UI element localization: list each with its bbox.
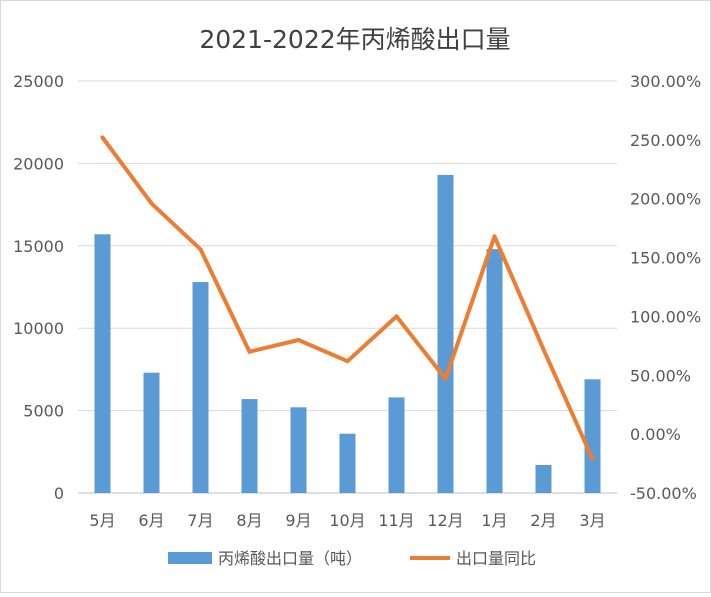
x-tick-label: 6月 [138, 511, 164, 530]
gridlines [78, 80, 617, 494]
x-tick-label: 3月 [579, 511, 605, 530]
bar [388, 397, 405, 493]
right-tick-label: 150.00% [630, 249, 701, 268]
bar [437, 174, 454, 493]
right-tick-label: 50.00% [630, 366, 691, 385]
left-tick-label: 20000 [13, 154, 64, 173]
right-tick-label: 0.00% [630, 425, 681, 444]
bar [241, 399, 258, 493]
line-point [149, 201, 154, 206]
x-tick-label: 12月 [427, 511, 463, 530]
left-tick-label: 5000 [23, 402, 64, 421]
legend-bar-swatch [168, 552, 212, 564]
line-point [492, 234, 497, 239]
x-tick-label: 10月 [329, 511, 365, 530]
line-point [247, 349, 252, 354]
x-tick-label: 2月 [530, 511, 556, 530]
left-tick-label: 10000 [13, 319, 64, 338]
bar [584, 379, 601, 493]
right-tick-label: 200.00% [630, 190, 701, 209]
bar [94, 234, 111, 493]
right-tick-label: 300.00% [630, 72, 701, 91]
line-point [394, 314, 399, 319]
x-tick-label: 5月 [89, 511, 115, 530]
left-axis-ticks: 0 5000 10000 15000 20000 25000 [13, 72, 64, 503]
right-tick-label: 250.00% [630, 131, 701, 150]
legend-line-label: 出口量同比 [456, 549, 536, 568]
chart-title: 2021-2022年丙烯酸出口量 [199, 25, 510, 54]
bar [192, 282, 209, 493]
bar-series [94, 174, 601, 493]
x-tick-label: 9月 [285, 511, 311, 530]
line-point [345, 359, 350, 364]
left-tick-label: 25000 [13, 72, 64, 91]
bar [290, 407, 307, 493]
bar [339, 433, 356, 493]
line-point [198, 247, 203, 252]
x-axis-ticks: 5月 6月 7月 8月 9月 10月 11月 12月 1月 2月 3月 [89, 511, 605, 530]
right-tick-label: 100.00% [630, 307, 701, 326]
x-tick-label: 1月 [481, 511, 507, 530]
bar [535, 464, 552, 493]
line-point [443, 376, 448, 381]
legend: 丙烯酸出口量（吨） 出口量同比 [168, 549, 536, 568]
line-point [541, 347, 546, 352]
x-tick-label: 11月 [378, 511, 414, 530]
left-tick-label: 15000 [13, 237, 64, 256]
bar [486, 249, 503, 493]
bar [143, 372, 160, 493]
legend-bar-label: 丙烯酸出口量（吨） [218, 549, 362, 568]
right-tick-label: -50.00% [630, 484, 697, 503]
line-point [296, 337, 301, 342]
x-tick-label: 8月 [236, 511, 262, 530]
x-tick-label: 7月 [187, 511, 213, 530]
left-tick-label: 0 [54, 484, 64, 503]
line-series [100, 135, 595, 461]
right-axis-ticks: -50.00% 0.00% 50.00% 100.00% 150.00% 200.00% 2… [630, 72, 701, 503]
line-point [590, 456, 595, 461]
line-point [100, 135, 105, 140]
